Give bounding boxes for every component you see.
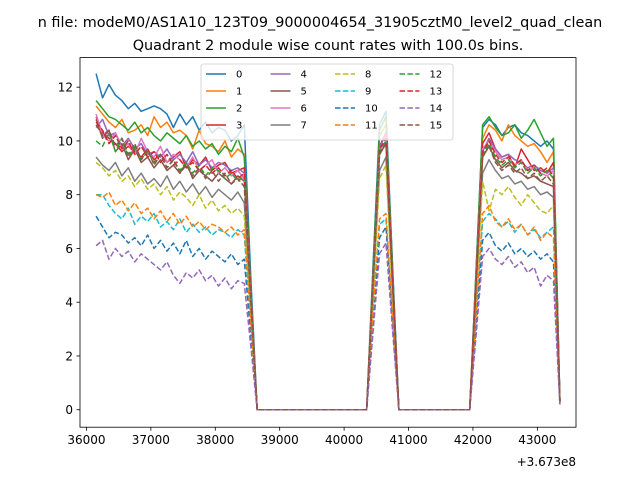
legend-entry-0[interactable]: 0 xyxy=(206,70,242,81)
series-line-9 xyxy=(96,193,561,411)
chart-title: Quadrant 2 module wise count rates with … xyxy=(133,38,524,54)
legend-box xyxy=(200,63,454,141)
series-line-15 xyxy=(95,124,561,411)
x-tick-label: 36000 xyxy=(67,433,105,447)
legend-label: 13 xyxy=(430,87,443,98)
legend-label: 12 xyxy=(430,70,443,81)
series-line-7 xyxy=(95,156,561,411)
legend-label: 2 xyxy=(236,104,242,115)
legend-label: 0 xyxy=(236,70,242,81)
legend-label: 11 xyxy=(365,121,378,132)
legend-entry-3[interactable]: 3 xyxy=(206,121,242,132)
legend-label: 8 xyxy=(365,70,371,81)
legend-entry-6[interactable]: 6 xyxy=(270,104,307,115)
legend-entry-4[interactable]: 4 xyxy=(270,70,307,81)
legend-label: 4 xyxy=(301,70,307,81)
series-line-6 xyxy=(95,113,561,411)
y-tick-label: 12 xyxy=(58,81,73,95)
legend-label: 10 xyxy=(365,104,378,115)
legend-entry-15[interactable]: 15 xyxy=(399,121,443,132)
legend-label: 9 xyxy=(365,87,371,98)
legend-label: 3 xyxy=(236,121,242,132)
series-line-11 xyxy=(95,191,561,411)
series-line-8 xyxy=(95,161,561,411)
plot-area-frame xyxy=(79,57,577,428)
legend-label: 5 xyxy=(301,87,307,98)
y-tick-label: 6 xyxy=(65,242,73,256)
y-tick-label: 4 xyxy=(65,296,73,310)
y-tick-label: 2 xyxy=(65,349,73,363)
legend-entry-12[interactable]: 12 xyxy=(399,70,443,81)
legend-entry-7[interactable]: 7 xyxy=(270,121,307,132)
series-line-13 xyxy=(95,121,561,411)
legend-entry-5[interactable]: 5 xyxy=(270,87,307,98)
legend-label: 1 xyxy=(236,87,242,98)
x-tick-label: 40000 xyxy=(325,433,363,447)
legend-label: 14 xyxy=(430,104,443,115)
figure-suptitle: n file: modeM0/AS1A10_123T09_9000004654_… xyxy=(38,15,603,31)
legend-entry-10[interactable]: 10 xyxy=(335,104,378,115)
x-tick-label: 39000 xyxy=(261,433,299,447)
x-tick-label: 37000 xyxy=(132,433,170,447)
legend-label: 15 xyxy=(430,121,443,132)
y-tick-label: 0 xyxy=(65,403,73,417)
series-line-10 xyxy=(95,215,561,411)
axis-layer: 36000 37000 38000 39000 40000 41000 42000 43000… xyxy=(58,81,557,448)
series-layer xyxy=(95,73,561,411)
legend-entry-2[interactable]: 2 xyxy=(206,104,242,115)
x-tick-label: 38000 xyxy=(196,433,234,447)
legend-entry-1[interactable]: 1 xyxy=(206,87,242,98)
x-tick-label: 42000 xyxy=(454,433,492,447)
series-line-12 xyxy=(95,132,561,411)
x-tick-label: 41000 xyxy=(389,433,427,447)
legend-label: 7 xyxy=(301,121,307,132)
y-tick-label: 8 xyxy=(65,188,73,202)
series-line-14 xyxy=(95,239,561,411)
legend-entry-14[interactable]: 14 xyxy=(399,104,443,115)
x-offset-label: +3.673e8 xyxy=(517,455,576,469)
y-tick-label: 10 xyxy=(58,134,73,148)
legend-entry-13[interactable]: 13 xyxy=(399,87,443,98)
legend-label: 6 xyxy=(301,104,307,115)
legend-entry-8[interactable]: 8 xyxy=(335,70,371,81)
x-tick-label: 43000 xyxy=(518,433,556,447)
legend-entry-11[interactable]: 11 xyxy=(335,121,378,132)
legend-entry-9[interactable]: 9 xyxy=(335,87,371,98)
